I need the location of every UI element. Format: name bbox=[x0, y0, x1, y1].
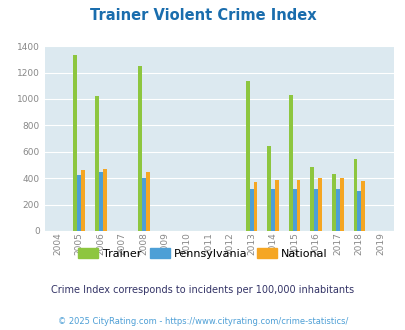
Bar bbox=[274, 180, 278, 231]
Bar bbox=[249, 189, 253, 231]
Bar bbox=[102, 169, 106, 231]
Bar bbox=[81, 170, 85, 231]
Bar bbox=[318, 178, 321, 231]
Text: Trainer Violent Crime Index: Trainer Violent Crime Index bbox=[90, 8, 315, 23]
Bar bbox=[95, 96, 98, 231]
Bar bbox=[245, 81, 249, 231]
Bar bbox=[296, 180, 300, 231]
Bar bbox=[331, 174, 335, 231]
Bar bbox=[271, 189, 274, 231]
Bar bbox=[353, 159, 356, 231]
Text: © 2025 CityRating.com - https://www.cityrating.com/crime-statistics/: © 2025 CityRating.com - https://www.city… bbox=[58, 317, 347, 326]
Bar bbox=[73, 55, 77, 231]
Bar bbox=[77, 175, 81, 231]
Bar bbox=[310, 167, 313, 231]
Text: Crime Index corresponds to incidents per 100,000 inhabitants: Crime Index corresponds to incidents per… bbox=[51, 285, 354, 295]
Bar bbox=[313, 189, 318, 231]
Bar bbox=[356, 191, 360, 231]
Bar bbox=[138, 66, 141, 231]
Bar bbox=[253, 182, 257, 231]
Bar bbox=[288, 95, 292, 231]
Bar bbox=[335, 189, 339, 231]
Bar bbox=[360, 181, 364, 231]
Bar bbox=[292, 189, 296, 231]
Bar bbox=[145, 172, 149, 231]
Bar bbox=[98, 172, 102, 231]
Legend: Trainer, Pennsylvania, National: Trainer, Pennsylvania, National bbox=[73, 244, 332, 263]
Bar bbox=[266, 146, 271, 231]
Bar bbox=[339, 178, 343, 231]
Bar bbox=[141, 178, 145, 231]
